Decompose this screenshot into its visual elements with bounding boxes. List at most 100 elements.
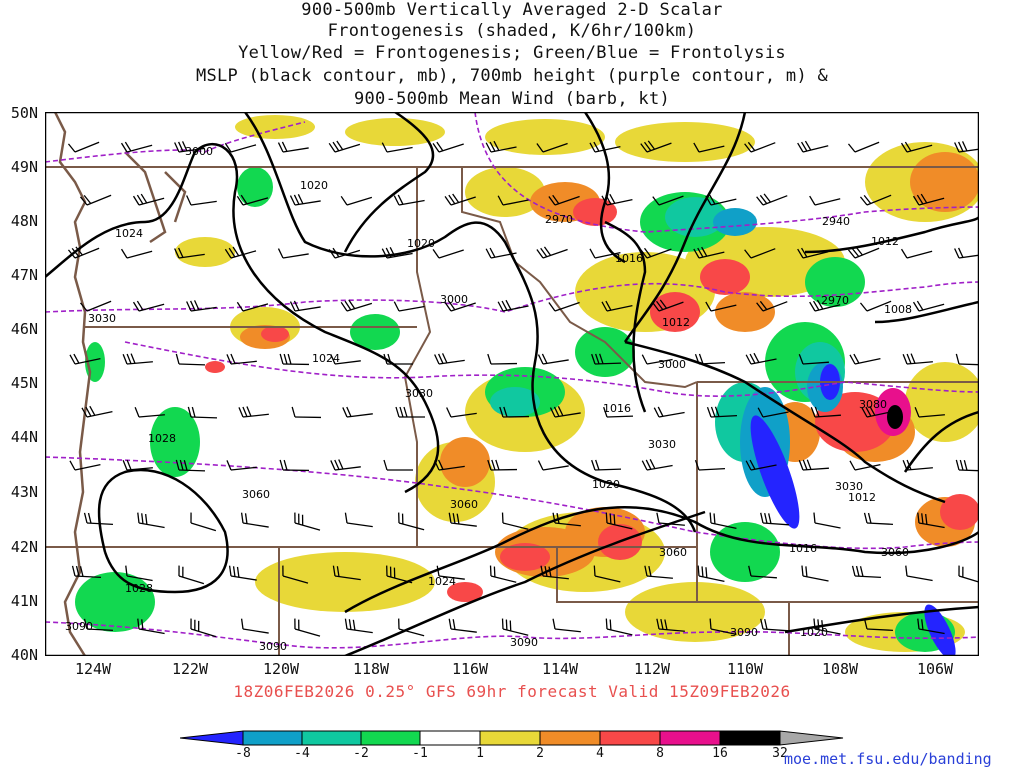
wind-barb <box>797 247 829 259</box>
wind-barb <box>436 565 465 580</box>
colorbar-swatch <box>242 730 303 746</box>
wind-barb <box>186 300 217 312</box>
wind-barb <box>653 406 685 418</box>
height-label: 3030 <box>648 438 676 451</box>
wind-barb <box>552 618 581 633</box>
wind-barb <box>756 193 788 206</box>
mslp-label: 1012 <box>848 491 876 504</box>
colorbar-swatch <box>360 730 421 746</box>
wind-barb <box>601 300 633 312</box>
wind-barb <box>499 406 530 418</box>
wind-barb <box>240 618 269 634</box>
wind-barb <box>644 565 673 579</box>
wind-barb <box>120 141 153 153</box>
forecast-label: 18Z06FEB2026 0.25° GFS 69hr forecast Val… <box>233 682 791 701</box>
mslp-label: 1008 <box>884 303 912 316</box>
wind-barb <box>756 300 788 312</box>
wind-barb <box>489 565 517 583</box>
wind-barb <box>810 406 841 418</box>
height-label: 2970 <box>821 294 849 307</box>
title-line-4: MSLP (black contour, mb), 700mb height (… <box>195 66 829 86</box>
wind-barb <box>601 193 633 206</box>
wind-barb <box>917 512 945 529</box>
colorbar-swatch <box>779 730 844 746</box>
colorbar-swatch <box>719 730 781 746</box>
wind-barb <box>448 618 477 633</box>
wind-barb <box>693 142 725 153</box>
wind-barb <box>905 565 933 582</box>
wind-barb <box>706 406 737 418</box>
wind-barb <box>175 353 206 366</box>
wind-barb <box>236 194 269 206</box>
wind-barb <box>238 406 269 418</box>
height-label: 3090 <box>730 626 758 639</box>
wind-barb <box>813 618 841 635</box>
wind-barb <box>809 299 841 312</box>
colorbar-swatch <box>180 730 244 746</box>
height-label: 3060 <box>450 498 478 511</box>
wind-barb <box>224 142 257 153</box>
wind-barb <box>69 353 101 365</box>
wind-barb <box>393 301 425 312</box>
wind-barb <box>917 618 945 635</box>
wind-barb <box>328 247 361 259</box>
mslp-label: 1016 <box>615 252 643 265</box>
lat-label: 40N <box>10 646 38 664</box>
wind-barb <box>694 353 725 365</box>
wind-barb <box>549 406 581 418</box>
wind-barbs <box>67 140 979 638</box>
title-line-3: Yellow/Red = Frontogenesis; Green/Blue =… <box>238 43 786 63</box>
wind-barb <box>640 247 672 259</box>
wind-barb <box>954 247 979 259</box>
wind-barb <box>705 194 737 206</box>
wind-barb <box>591 353 622 365</box>
wind-barb <box>813 512 841 529</box>
wind-barb <box>797 140 829 153</box>
wind-barb <box>497 299 529 312</box>
mslp-label: 1020 <box>800 626 828 639</box>
mslp-label: 1020 <box>592 478 620 491</box>
wind-barb <box>540 565 569 580</box>
height-label: 3060 <box>659 546 687 559</box>
wind-barb <box>757 407 789 418</box>
wind-barb <box>344 618 373 634</box>
wind-barb <box>641 354 673 365</box>
lon-label: 106W <box>916 660 954 678</box>
wind-barb <box>393 194 425 206</box>
wind-barb <box>589 248 621 259</box>
colorbar-label: 8 <box>656 746 664 761</box>
wind-barb <box>641 458 673 471</box>
mslp-labels: 1020 1020 1024 1024 1028 1028 1016 1012 … <box>115 179 912 639</box>
wind-barb <box>851 565 881 579</box>
wind-barb <box>446 407 477 418</box>
wind-barb <box>485 140 517 153</box>
wind-barb <box>224 246 257 259</box>
colorbar-label: 2 <box>536 746 544 761</box>
height-label: 3000 <box>658 358 686 371</box>
lat-label: 50N <box>10 104 38 122</box>
wind-barb <box>745 352 777 365</box>
colorbar-label: -2 <box>353 746 369 761</box>
wind-barb <box>591 459 622 471</box>
wind-barb <box>132 193 165 206</box>
wind-barb <box>132 300 165 312</box>
height-label: 3030 <box>835 480 863 493</box>
source-url[interactable]: moe.met.fsu.edu/banding <box>784 750 992 768</box>
mslp-label: 1024 <box>312 352 340 365</box>
colorbar-swatch <box>301 730 362 746</box>
wind-barb <box>279 353 310 366</box>
wind-barb <box>434 459 465 471</box>
lon-label: 120W <box>262 660 300 678</box>
lon-label: 112W <box>633 660 671 678</box>
wind-barb <box>487 353 518 365</box>
wind-barb <box>955 353 979 366</box>
wind-barb <box>187 406 218 419</box>
mslp-label: 1012 <box>662 316 690 329</box>
wind-barb <box>279 459 310 472</box>
wind-barb <box>328 140 361 153</box>
mslp-label: 1024 <box>428 575 456 588</box>
colorbar <box>180 730 844 746</box>
wind-barb <box>863 618 893 632</box>
mslp-label: 1020 <box>300 179 328 192</box>
wind-barb <box>640 140 672 153</box>
